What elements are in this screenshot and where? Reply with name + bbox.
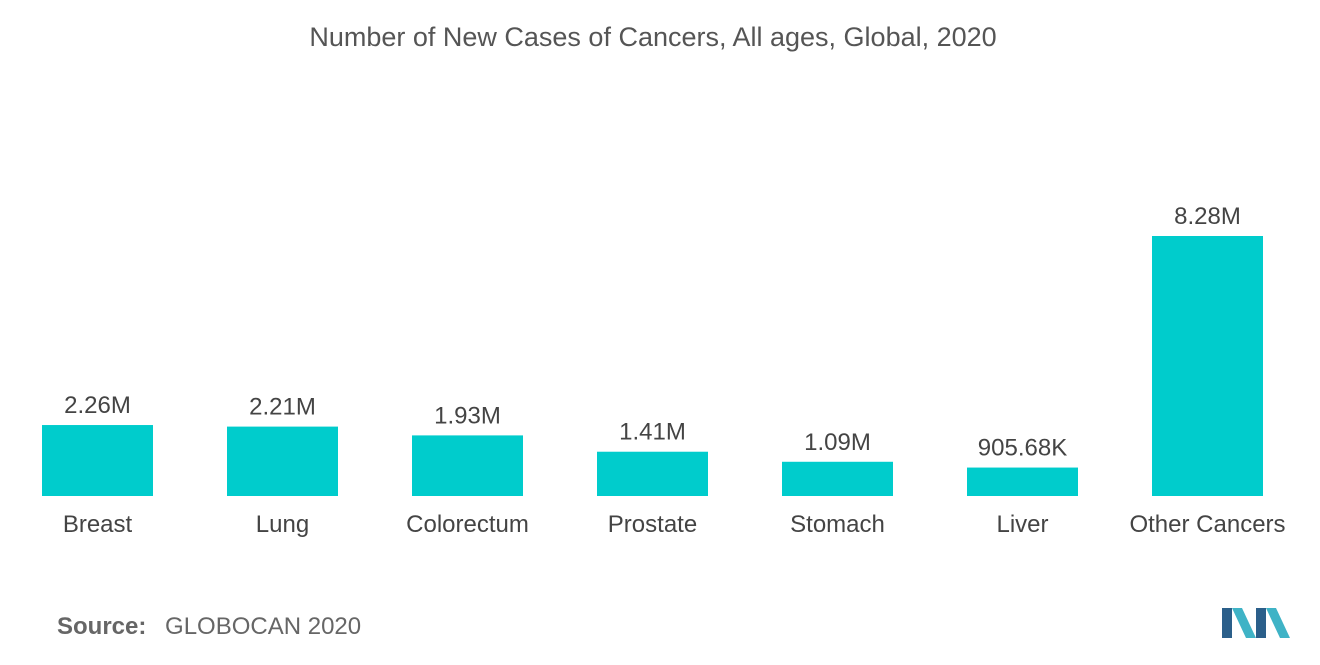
bar-stomach xyxy=(782,461,893,496)
category-label-stomach: Stomach xyxy=(790,511,885,538)
source-label: Source: xyxy=(57,613,147,640)
source-note: Source: GLOBOCAN 2020 xyxy=(57,613,361,641)
value-label-colorectum: 1.93M xyxy=(434,402,501,429)
bars-group xyxy=(42,236,1263,496)
bar-chart: 2.26M 2.21M 1.93M 1.41M 1.09M 905.68K 8.28M Br… xyxy=(42,203,1286,538)
value-label-breast: 2.26M xyxy=(64,392,131,419)
value-label-other-cancers: 8.28M xyxy=(1174,203,1241,230)
category-label-colorectum: Colorectum xyxy=(406,511,529,538)
category-label-other-cancers: Other Cancers xyxy=(1129,511,1285,538)
logo-left-stem xyxy=(1222,608,1232,638)
category-label-breast: Breast xyxy=(63,511,133,538)
value-label-stomach: 1.09M xyxy=(804,429,871,456)
logo-right-diagonal xyxy=(1266,608,1290,638)
category-label-prostate: Prostate xyxy=(608,511,697,538)
category-label-liver: Liver xyxy=(996,511,1048,538)
value-labels-group: 2.26M 2.21M 1.93M 1.41M 1.09M 905.68K 8.28M xyxy=(64,203,1241,462)
source-value: GLOBOCAN 2020 xyxy=(165,613,362,640)
category-label-lung: Lung xyxy=(256,511,309,538)
bar-breast xyxy=(42,425,153,496)
logo-mid-stem xyxy=(1256,608,1266,638)
value-label-liver: 905.68K xyxy=(978,435,1067,462)
chart-title: Number of New Cases of Cancers, All ages… xyxy=(309,22,997,52)
bar-prostate xyxy=(597,451,708,496)
category-labels-group: Breast Lung Colorectum Prostate Stomach Liver… xyxy=(63,511,1286,538)
logo-left-diagonal xyxy=(1232,608,1256,638)
bar-colorectum xyxy=(412,435,523,496)
bar-liver xyxy=(967,467,1078,496)
value-label-prostate: 1.41M xyxy=(619,419,686,446)
value-label-lung: 2.21M xyxy=(249,394,316,421)
mordor-logo-icon xyxy=(1222,608,1290,638)
bar-other-cancers xyxy=(1152,236,1263,496)
bar-lung xyxy=(227,426,338,496)
